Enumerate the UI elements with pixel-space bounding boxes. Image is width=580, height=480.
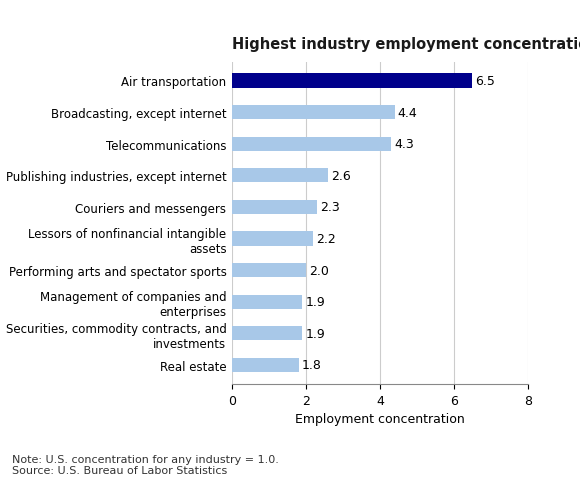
Bar: [232, 137, 391, 152]
Text: 1.9: 1.9: [305, 296, 325, 309]
Text: 2.2: 2.2: [316, 232, 336, 245]
Text: 6.5: 6.5: [475, 75, 495, 88]
Bar: [232, 74, 472, 88]
Text: 2.6: 2.6: [331, 169, 351, 182]
Bar: [232, 232, 313, 246]
Bar: [232, 106, 395, 120]
Text: 1.8: 1.8: [302, 359, 321, 372]
Text: 1.9: 1.9: [305, 327, 325, 340]
Title: Highest industry employment concentration within Fulton County, Georgia, 2010: Highest industry employment concentratio…: [232, 36, 580, 51]
Text: 2.3: 2.3: [320, 201, 340, 214]
Bar: [232, 358, 299, 372]
Bar: [232, 200, 317, 215]
Text: Note: U.S. concentration for any industry = 1.0.
Source: U.S. Bureau of Labor St: Note: U.S. concentration for any industr…: [12, 454, 278, 475]
X-axis label: Employment concentration: Employment concentration: [295, 412, 465, 425]
Text: 4.3: 4.3: [394, 138, 414, 151]
Bar: [232, 264, 306, 277]
Bar: [232, 326, 302, 341]
Bar: [232, 169, 328, 183]
Text: 2.0: 2.0: [309, 264, 329, 277]
Text: 4.4: 4.4: [398, 107, 418, 120]
Bar: [232, 295, 302, 309]
